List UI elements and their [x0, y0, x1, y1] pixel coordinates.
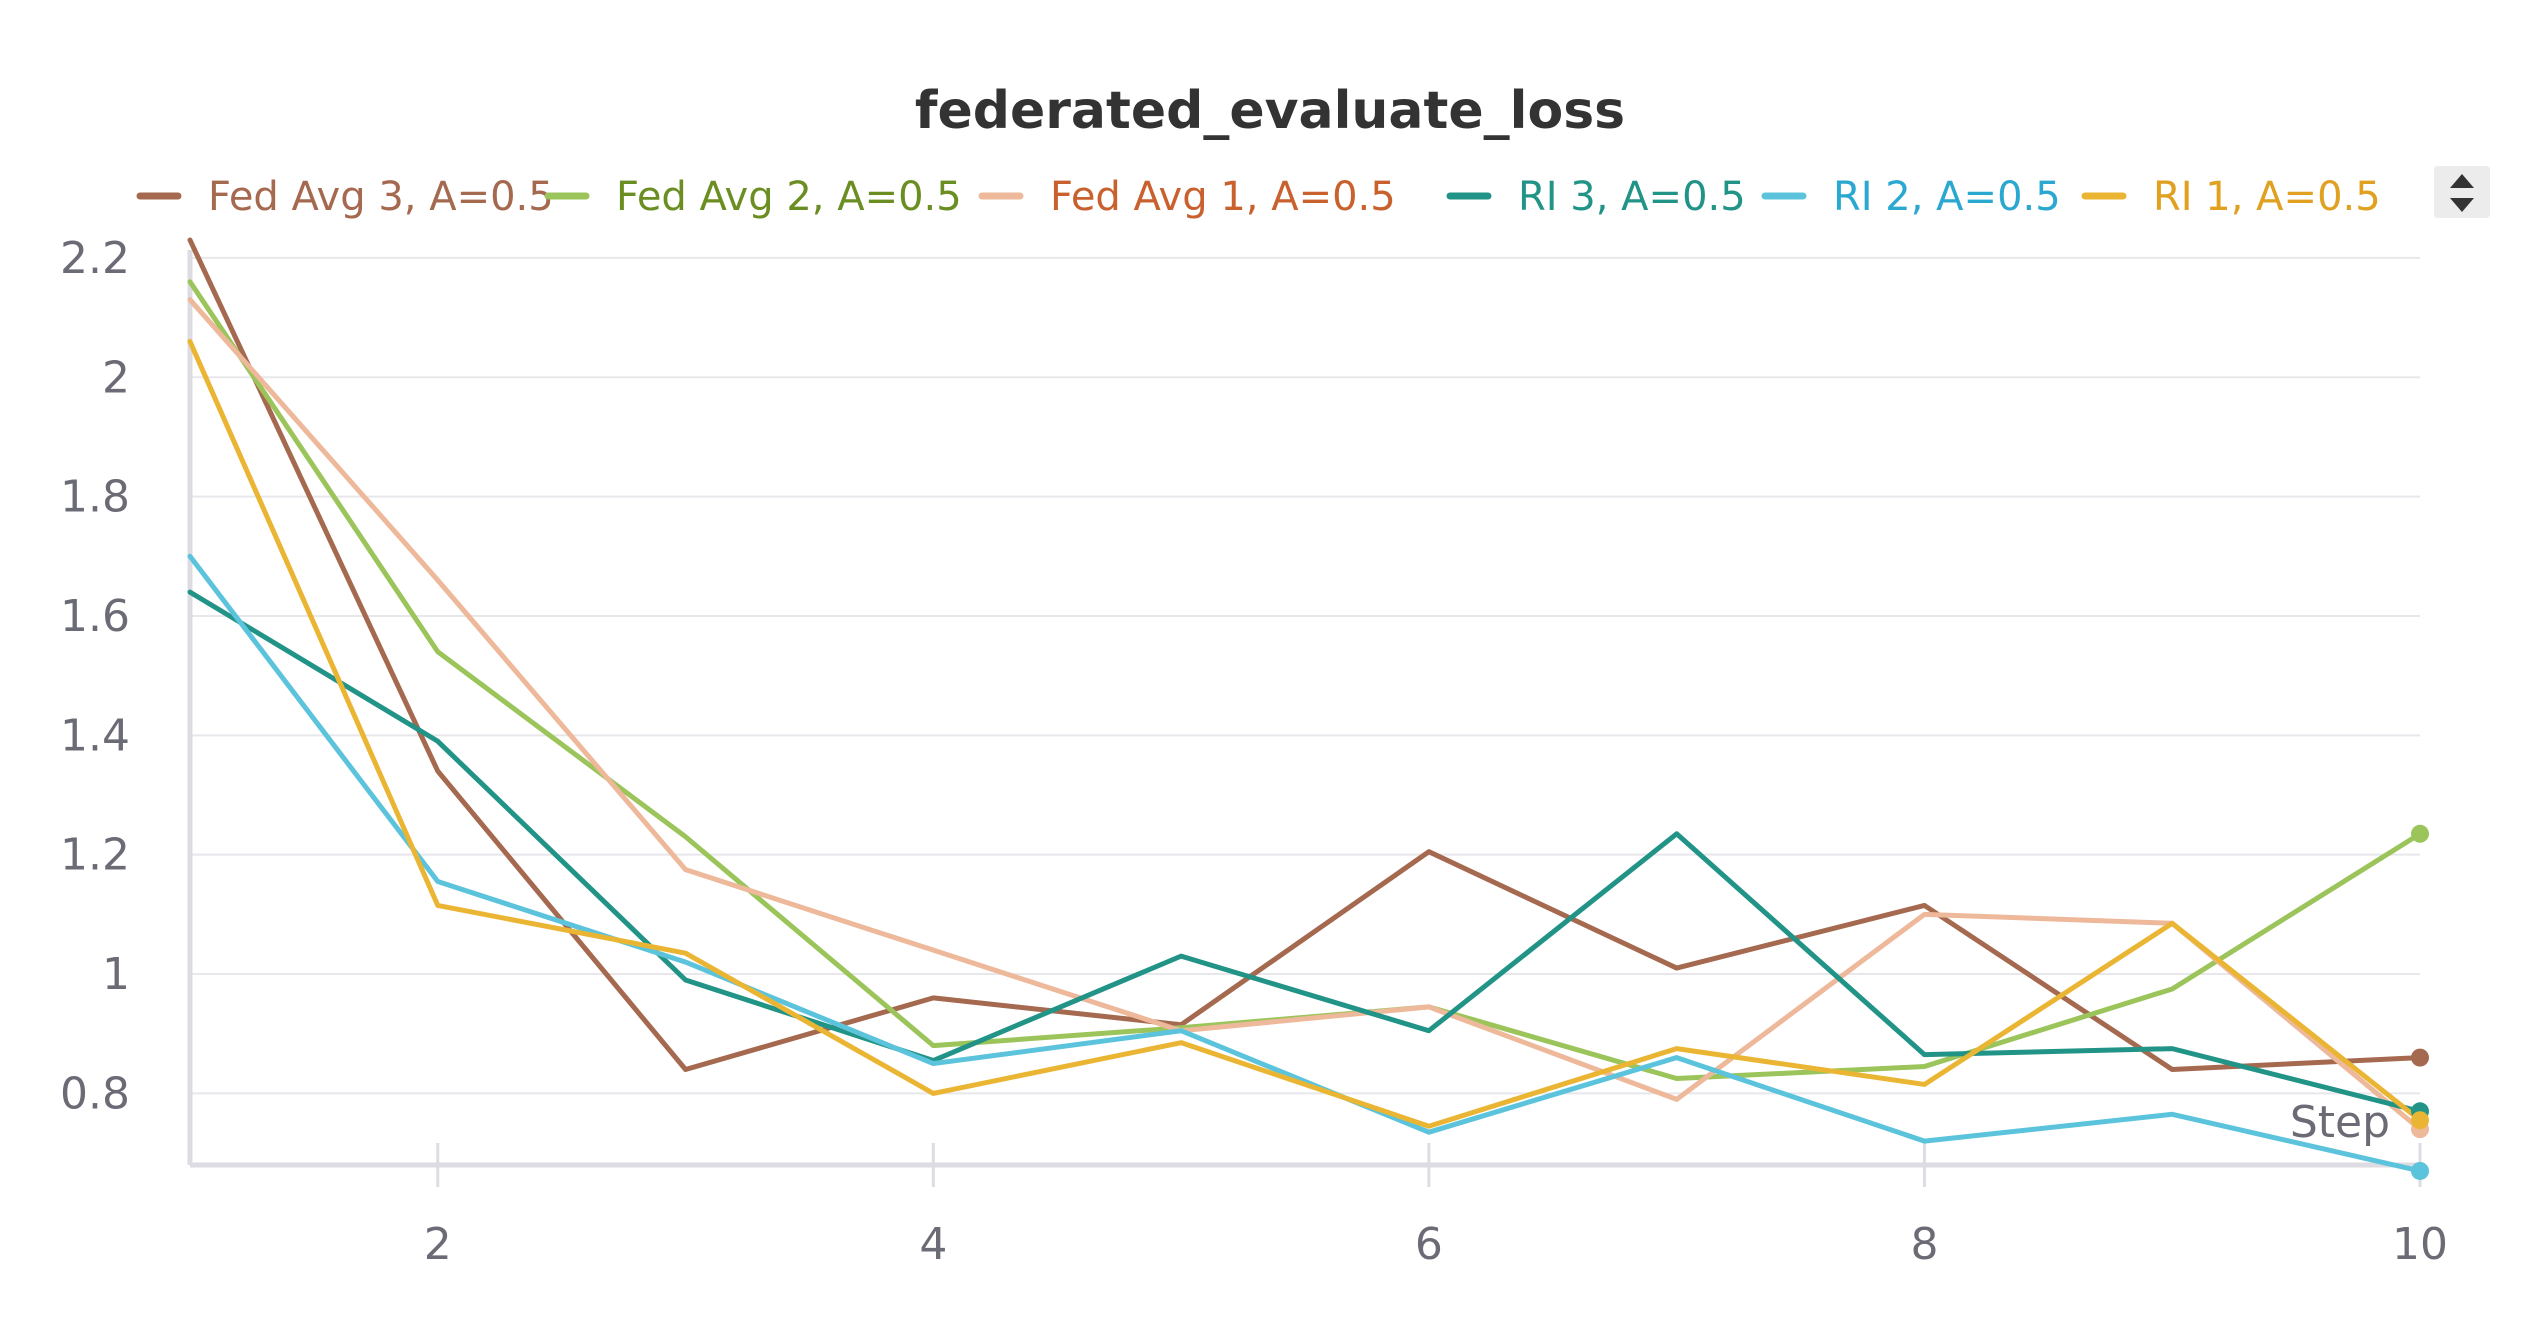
legend-label: RI 3, A=0.5	[1518, 174, 1746, 220]
legend-label: Fed Avg 3, A=0.5	[208, 174, 554, 220]
x-tick-label: 6	[1415, 1219, 1443, 1270]
series-line	[187, 237, 2423, 1073]
legend-item[interactable]: Fed Avg 3, A=0.5	[136, 174, 554, 220]
legend-item[interactable]: Fed Avg 2, A=0.5	[544, 174, 962, 220]
legend: Fed Avg 3, A=0.5 Fed Avg 2, A=0.5 Fed Avg …	[136, 174, 2381, 220]
x-tick-label: 8	[1910, 1219, 1938, 1270]
legend-label: Fed Avg 1, A=0.5	[1050, 174, 1396, 220]
series-lines	[187, 237, 2423, 1174]
series-endpoint	[2411, 1048, 2429, 1067]
series-line	[187, 553, 2423, 1174]
series-line	[187, 338, 2423, 1129]
legend-item[interactable]: RI 2, A=0.5	[1761, 174, 2061, 220]
series-endpoint	[2411, 1161, 2429, 1180]
y-tick-labels: 2.2 2 1.8 1.6 1.4 1.2 1 0.8	[60, 233, 130, 1119]
chevron-down-icon	[2450, 198, 2474, 212]
x-tick-label: 2	[424, 1219, 452, 1270]
x-tick-label: 10	[2392, 1219, 2448, 1270]
y-tick-label: 2	[102, 352, 130, 403]
y-tick-label: 0.8	[60, 1068, 130, 1119]
chevron-up-icon	[2450, 174, 2474, 188]
legend-item[interactable]: Fed Avg 1, A=0.5	[978, 174, 1396, 220]
grid	[190, 256, 2420, 1095]
axes	[187, 250, 2420, 1168]
x-tick-labels: 2 4 6 8 10	[424, 1143, 2448, 1270]
legend-item[interactable]: RI 1, A=0.5	[2081, 174, 2381, 220]
x-axis-label: Step	[2290, 1097, 2390, 1148]
series-endpoint	[2411, 1111, 2429, 1130]
series-endpoints	[2411, 824, 2429, 1180]
y-tick-label: 1.6	[60, 591, 130, 642]
series-endpoint	[2411, 824, 2429, 843]
y-tick-label: 1.4	[60, 710, 130, 761]
series-line	[187, 589, 2423, 1114]
y-tick-label: 1.2	[60, 830, 130, 881]
legend-label: Fed Avg 2, A=0.5	[616, 174, 962, 220]
legend-label: RI 1, A=0.5	[2153, 174, 2381, 220]
legend-label: RI 2, A=0.5	[1833, 174, 2061, 220]
series-line	[187, 297, 2423, 1132]
y-tick-label: 1	[102, 949, 130, 1000]
x-tick-label: 4	[919, 1219, 947, 1270]
chart-title: federated_evaluate_loss	[915, 81, 1625, 141]
legend-scroll-button[interactable]	[2434, 166, 2490, 218]
y-tick-label: 1.8	[60, 472, 130, 523]
legend-item[interactable]: RI 3, A=0.5	[1446, 174, 1746, 220]
y-tick-label: 2.2	[60, 233, 130, 284]
legend-scroll-control[interactable]	[2434, 166, 2490, 218]
